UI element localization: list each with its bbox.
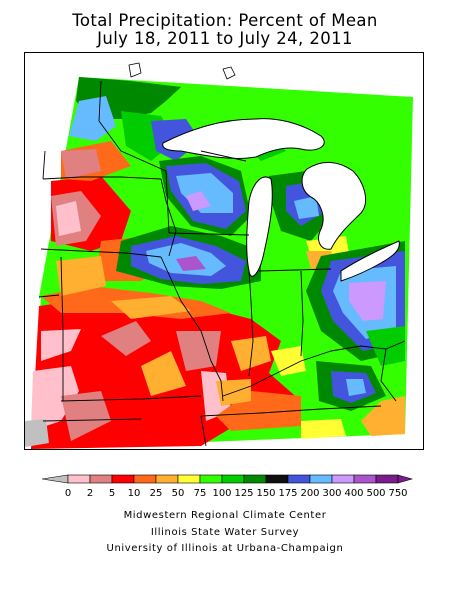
legend-swatch-arrow-right [397, 474, 414, 484]
region-lightblue-michigan [294, 196, 319, 219]
region-lightorange-c [111, 296, 191, 319]
lake-huron [301, 162, 366, 250]
border-ar-la [42, 418, 142, 422]
legend-swatch-25 [133, 474, 157, 484]
north-shore-island [128, 62, 142, 78]
region-purple-illinois [176, 256, 206, 271]
region-green-ohio-south [366, 326, 405, 366]
region-lightorange-a [141, 351, 186, 396]
legend-swatch-5 [89, 474, 113, 484]
legend-label-25: 25 [150, 488, 163, 499]
legend-swatch-50 [155, 474, 179, 484]
border-ia-mn [42, 150, 46, 180]
legend-label-300: 300 [322, 488, 341, 499]
legend-swatch-500 [353, 474, 377, 484]
legend-swatches [41, 474, 414, 484]
credit-line-3: University of Illinois at Urbana-Champai… [106, 543, 344, 554]
legend-swatch-300 [309, 474, 333, 484]
border-ia-mo [40, 248, 162, 258]
region-grey-corner [25, 419, 49, 447]
legend-label-750: 750 [388, 488, 407, 499]
region-pink-west [41, 329, 81, 361]
region-rose-south [61, 391, 111, 441]
legend-label-5: 5 [109, 488, 115, 499]
map-title-line-2: July 18, 2011 to July 24, 2011 [97, 29, 353, 48]
legend-label-50: 50 [172, 488, 185, 499]
isle-royale [222, 66, 236, 80]
border-ky-tn [200, 405, 382, 417]
legend-label-2: 2 [87, 488, 93, 499]
region-rose-minnesota [61, 149, 101, 179]
border-up-wi [200, 150, 247, 162]
precipitation-map [24, 52, 424, 450]
border-ky-wv [380, 348, 397, 402]
state-border-layer [38, 62, 406, 447]
credit-line-2: Illinois State Water Survey [150, 527, 300, 538]
border-ia-il [160, 178, 177, 257]
region-lightorange-b [231, 336, 271, 371]
legend-swatch-10 [111, 474, 135, 484]
legend-label-150: 150 [256, 488, 275, 499]
region-pink-iowa [56, 201, 81, 236]
legend-label-200: 200 [300, 488, 319, 499]
legend-label-100: 100 [212, 488, 231, 499]
region-yellow-southeast [301, 419, 346, 439]
legend-swatch-150 [243, 474, 267, 484]
color-legend: 0 2 5 10 25 50 75 100 125 150 175 200 300 400 500 750 [40, 470, 420, 510]
legend-swatch-400 [331, 474, 355, 484]
lake-michigan [246, 176, 273, 277]
region-lavender-wisconsin [186, 191, 211, 211]
region-rose-ozark-b [176, 331, 221, 371]
legend-label-500: 500 [366, 488, 385, 499]
legend-label-400: 400 [344, 488, 363, 499]
region-rose-ozark-a [101, 321, 151, 356]
legend-label-175: 175 [278, 488, 297, 499]
border-mn-wi [98, 80, 170, 234]
border-mo-ks [60, 256, 64, 401]
legend-swatch-125 [221, 474, 245, 484]
legend-label-125: 125 [234, 488, 253, 499]
map-title-line-1: Total Precipitation: Percent of Mean [72, 11, 378, 30]
lake-superior [162, 118, 325, 159]
lake-layer [162, 118, 400, 282]
legend-label-10: 10 [128, 488, 141, 499]
legend-labels: 0 2 5 10 25 50 75 100 125 150 175 200 300 400 500 750 [65, 488, 408, 499]
legend-swatch-175 [265, 474, 289, 484]
legend-label-0: 0 [65, 488, 71, 499]
legend-swatch-750 [375, 474, 399, 484]
border-ia-north [42, 176, 162, 180]
region-pink-southwest [31, 366, 79, 431]
border-mo-il-river [160, 256, 224, 402]
region-lightblue-northwest [69, 96, 116, 141]
credit-line-1: Midwestern Regional Climate Center [123, 510, 327, 521]
region-yellow-indiana [271, 346, 306, 376]
legend-swatch-2 [67, 474, 91, 484]
region-lightorange-iowa [56, 256, 106, 296]
border-wi-il [168, 232, 250, 236]
region-lightblue-kentucky [346, 379, 366, 396]
border-tn-ms [200, 415, 207, 447]
border-ohio-river [222, 340, 406, 397]
border-mi-in-oh [258, 268, 332, 272]
region-lightorange-southeast [361, 396, 405, 436]
region-lavender-ohio [349, 281, 386, 321]
border-mo-ar [60, 395, 202, 402]
border-il-in [248, 270, 254, 377]
legend-swatch-75 [177, 474, 201, 484]
legend-label-75: 75 [194, 488, 207, 499]
lake-erie [340, 240, 400, 282]
border-ks-ne [38, 294, 60, 298]
border-in-oh [300, 270, 304, 357]
legend-swatch-100 [199, 474, 223, 484]
legend-swatch-200 [287, 474, 311, 484]
legend-swatch-0 [41, 474, 69, 484]
region-lightblue-wisconsin [176, 173, 233, 213]
